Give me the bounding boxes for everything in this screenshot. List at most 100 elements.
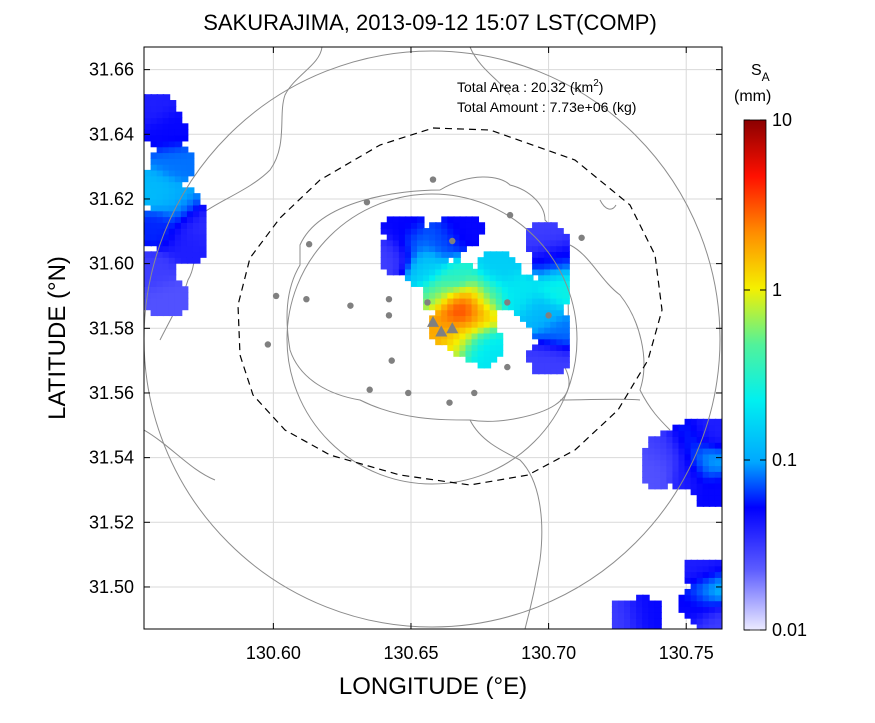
ash-cell xyxy=(708,442,717,449)
ash-cell xyxy=(410,262,419,270)
y-tick-label: 31.52 xyxy=(89,512,134,532)
ash-cell xyxy=(404,216,413,223)
ash-cell xyxy=(174,303,183,311)
x-tick-label: 130.60 xyxy=(246,643,301,663)
ash-cell xyxy=(714,600,722,608)
ash-cell xyxy=(544,274,552,282)
ash-cell xyxy=(465,315,473,322)
station-marker xyxy=(578,234,585,241)
ash-cell xyxy=(465,344,473,351)
ash-cell xyxy=(696,465,705,472)
ash-cell xyxy=(477,257,486,264)
ash-cell xyxy=(483,303,492,311)
ash-cell xyxy=(477,356,486,363)
ash-cell xyxy=(556,356,564,363)
ash-cell xyxy=(550,286,558,293)
ash-cell xyxy=(174,169,183,177)
ash-cell xyxy=(423,233,431,241)
ash-cell xyxy=(708,588,717,596)
ash-cell xyxy=(550,251,558,258)
ash-cell xyxy=(150,309,159,317)
ash-cell xyxy=(696,477,705,484)
ash-cell xyxy=(654,612,662,619)
ash-cell xyxy=(453,280,461,287)
ash-cell xyxy=(501,303,510,311)
ash-cell xyxy=(453,327,461,334)
ash-cell xyxy=(180,129,189,136)
ash-cell xyxy=(459,292,467,299)
ash-cell xyxy=(636,630,644,637)
ash-cell xyxy=(477,332,486,340)
ash-cell xyxy=(199,245,207,253)
ash-cell xyxy=(471,344,480,351)
ash-cell xyxy=(477,228,486,235)
y-tick-label: 31.54 xyxy=(89,448,134,468)
ash-cell xyxy=(678,430,687,437)
ash-cell xyxy=(556,321,564,328)
ash-cell xyxy=(696,565,705,573)
ash-cell xyxy=(538,332,546,340)
colorbar-tick-label: 1 xyxy=(772,280,782,300)
ash-cell xyxy=(150,268,159,276)
ash-cell xyxy=(404,228,413,235)
ash-cell xyxy=(544,321,552,328)
ash-cell xyxy=(441,216,449,223)
ash-cell xyxy=(435,303,443,311)
ash-cell xyxy=(708,600,717,608)
ash-cell xyxy=(423,228,431,235)
ash-cell xyxy=(654,436,662,443)
x-tick-label: 130.70 xyxy=(521,643,576,663)
ash-cell xyxy=(156,286,165,293)
ash-cell xyxy=(423,274,431,282)
ash-cell xyxy=(180,193,189,200)
ash-cell xyxy=(495,338,504,346)
ash-cell xyxy=(435,286,443,293)
ash-cell xyxy=(684,559,693,567)
ash-cell xyxy=(477,286,486,293)
ash-cell xyxy=(720,430,722,437)
ash-cell xyxy=(168,303,177,311)
ash-cell xyxy=(696,571,705,578)
ash-cell xyxy=(465,297,473,305)
plot-frame xyxy=(143,46,723,630)
ash-cell xyxy=(714,459,722,467)
x-axis-label: LONGITUDE (°E) xyxy=(339,673,527,700)
ash-cell xyxy=(156,146,165,154)
ash-cell xyxy=(144,134,153,142)
field-northwest xyxy=(144,94,207,317)
ash-cell xyxy=(199,251,207,258)
ash-cell xyxy=(459,222,467,229)
ash-cell xyxy=(660,465,668,472)
ash-cell xyxy=(550,361,558,369)
ash-cell xyxy=(150,198,159,206)
ash-cell xyxy=(550,338,558,346)
ash-cell xyxy=(538,303,546,311)
ash-cell xyxy=(611,618,620,625)
ash-cell xyxy=(714,436,722,443)
ash-cell xyxy=(150,117,159,124)
ash-cell xyxy=(465,321,473,328)
ash-cell xyxy=(684,453,693,461)
ash-cell xyxy=(696,459,705,467)
ash-cell xyxy=(453,338,461,346)
ash-cell xyxy=(562,344,570,351)
ash-cell xyxy=(144,181,153,189)
y-tick-label: 31.64 xyxy=(89,124,134,144)
ash-cell xyxy=(702,565,711,573)
ash-cell xyxy=(702,482,711,490)
ash-cell xyxy=(192,204,201,212)
ash-cell xyxy=(672,482,680,490)
map-layer xyxy=(144,47,722,637)
ash-cell xyxy=(144,123,153,130)
ash-cell xyxy=(429,257,437,264)
ash-cell xyxy=(459,344,467,351)
ash-cell xyxy=(174,152,183,159)
ash-cell xyxy=(162,222,171,229)
ash-cell xyxy=(429,297,437,305)
ash-cell xyxy=(648,600,656,608)
station-marker xyxy=(504,299,511,306)
ash-cell xyxy=(544,327,552,334)
ash-cell xyxy=(150,228,159,235)
ash-cell xyxy=(192,228,201,235)
ash-cell xyxy=(720,453,722,461)
